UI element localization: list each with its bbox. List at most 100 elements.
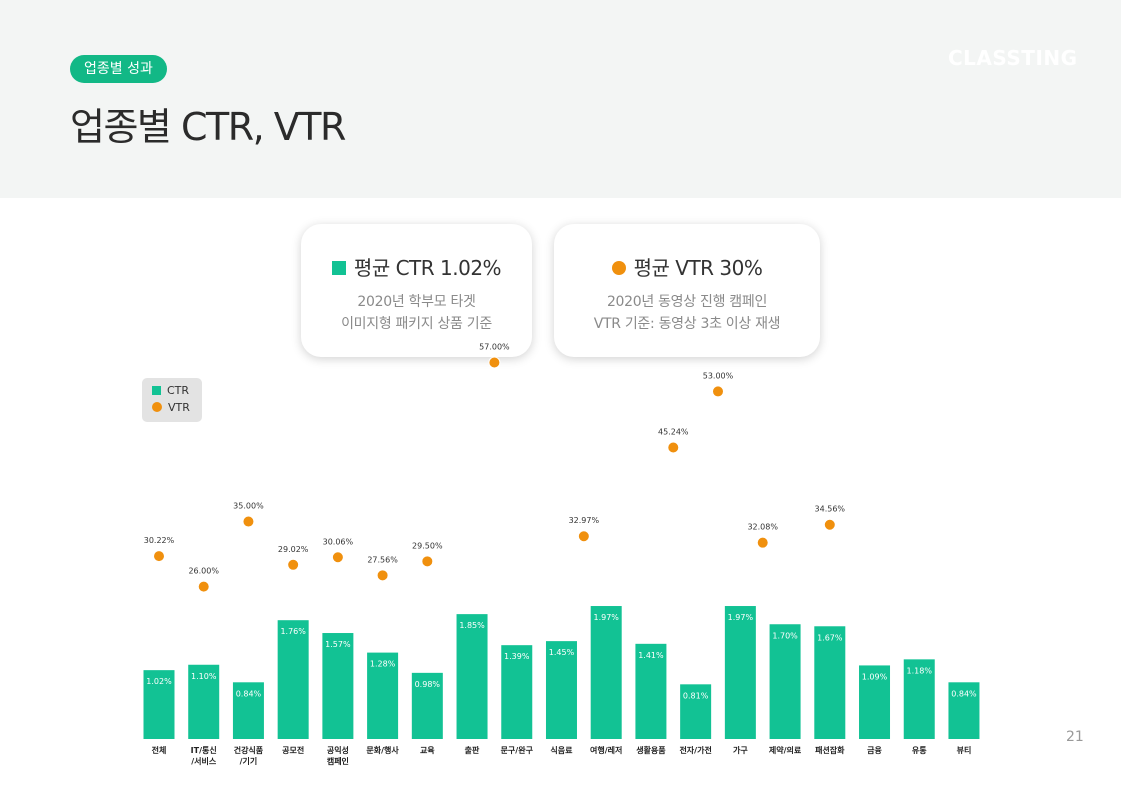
category-label: 여행/레저 — [590, 745, 622, 755]
vtr-value-label: 32.97% — [569, 516, 600, 525]
vtr-value-label: 30.22% — [144, 536, 175, 545]
vtr-value-label: 34.56% — [815, 505, 846, 514]
ctr-bar — [501, 645, 533, 739]
ctr-value-label: 1.28% — [370, 660, 396, 669]
vtr-value-label: 27.56% — [367, 555, 398, 564]
ctr-bar — [188, 664, 220, 739]
ctr-bar — [635, 643, 667, 739]
ctr-value-label: 0.81% — [683, 691, 709, 700]
ctr-value-label: 0.84% — [951, 689, 977, 698]
vtr-dot — [376, 569, 389, 582]
category-label: 교육 — [420, 745, 435, 755]
category-label: 식음료 — [550, 745, 573, 755]
ctr-bar — [948, 682, 980, 739]
category-label: /서비스 — [191, 756, 217, 766]
vtr-dot — [823, 518, 836, 531]
vtr-value-label: 45.24% — [658, 428, 689, 437]
category-label: 문화/행사 — [366, 745, 399, 755]
vtr-dot — [197, 580, 210, 593]
category-label: 건강식품 — [234, 745, 264, 755]
vtr-value-label: 30.06% — [323, 537, 354, 546]
category-label: 가구 — [733, 745, 748, 755]
avg-vtr-card: 평균 VTR 30% 2020년 동영상 진행 캠페인 VTR 기준: 동영상 … — [554, 224, 820, 357]
ctr-value-label: 1.97% — [728, 613, 754, 622]
ctr-value-label: 1.39% — [504, 652, 530, 661]
category-label: 제약/의료 — [769, 745, 802, 755]
category-label: 문구/완구 — [501, 745, 534, 755]
ctr-value-label: 1.18% — [907, 666, 933, 675]
category-label: 생활용품 — [636, 745, 666, 755]
vtr-value-label: 57.00% — [479, 342, 510, 351]
page-title: 업종별 CTR, VTR — [70, 105, 346, 149]
vtr-dot — [756, 536, 769, 549]
avg-ctr-note-2: 이미지형 패키지 상품 기준 — [341, 316, 492, 332]
category-label: 공모전 — [282, 745, 304, 755]
ctr-bar — [680, 684, 712, 739]
ctr-bar — [411, 672, 443, 739]
vtr-dot — [242, 515, 255, 528]
vtr-dot-icon — [152, 402, 162, 412]
category-label: 전체 — [152, 745, 167, 755]
ctr-value-label: 1.76% — [280, 627, 306, 636]
ctr-square-icon — [152, 386, 161, 395]
slide-header: 업종별 성과 업종별 CTR, VTR CLASSTING — [0, 0, 1121, 198]
ctr-bar — [456, 614, 488, 739]
category-label: 금융 — [867, 745, 882, 755]
classting-logo: CLASSTING — [948, 46, 1078, 70]
ctr-value-label: 0.98% — [415, 680, 441, 689]
vtr-dot — [667, 441, 680, 454]
category-label: 유통 — [912, 745, 927, 755]
category-label: 출판 — [465, 745, 480, 755]
vtr-value-label: 29.50% — [412, 541, 443, 550]
ctr-value-label: 1.57% — [325, 640, 351, 649]
vtr-dot — [577, 530, 590, 543]
chart-legend: CTR VTR — [142, 378, 202, 422]
ctr-value-label: 1.09% — [862, 672, 888, 681]
avg-vtr-title: 평균 VTR 30% — [633, 256, 763, 280]
ctr-value-label: 1.10% — [191, 672, 217, 681]
category-label: 공익성 — [327, 745, 349, 755]
ctr-bar — [814, 626, 846, 739]
category-label: IT/통신 — [191, 745, 217, 755]
ctr-square-icon — [331, 260, 346, 275]
ctr-bar — [724, 606, 756, 739]
avg-vtr-note-2: VTR 기준: 동영상 3초 이상 재생 — [593, 316, 781, 332]
legend-ctr-label: CTR — [167, 384, 190, 397]
ctr-bar — [545, 641, 577, 739]
vtr-value-label: 35.00% — [233, 502, 264, 511]
vtr-dot — [488, 356, 501, 369]
vtr-dot — [153, 550, 165, 563]
vtr-dot — [331, 551, 344, 564]
vtr-value-label: 26.00% — [188, 567, 219, 576]
ctr-bar — [859, 665, 891, 739]
category-label: 패션잡화 — [815, 745, 845, 755]
category-label: /기기 — [240, 756, 258, 766]
vtr-dot — [421, 555, 434, 568]
ctr-value-label: 0.84% — [236, 689, 262, 698]
ctr-bar — [590, 606, 622, 739]
ctr-bar — [367, 652, 399, 739]
avg-ctr-note-1: 2020년 학부모 타겟 — [357, 294, 476, 310]
category-label: 뷰티 — [957, 745, 972, 755]
vtr-dot — [287, 558, 300, 571]
avg-ctr-title: 평균 CTR 1.02% — [353, 256, 502, 280]
legend-item-ctr: CTR — [152, 384, 189, 398]
avg-ctr-card: 평균 CTR 1.02% 2020년 학부모 타겟 이미지형 패키지 상품 기준 — [301, 224, 532, 357]
ctr-bar — [143, 670, 175, 739]
ctr-bar — [232, 682, 264, 739]
vtr-value-label: 32.08% — [747, 523, 778, 532]
ctr-value-label: 1.41% — [638, 651, 664, 660]
category-label: 전자/가전 — [679, 745, 711, 755]
ctr-value-label: 1.67% — [817, 633, 843, 642]
ctr-value-label: 1.85% — [459, 621, 485, 630]
ctr-bar — [769, 624, 801, 739]
vtr-dot — [712, 385, 724, 398]
ctr-bar — [903, 659, 935, 739]
ctr-value-label: 1.70% — [772, 631, 798, 640]
ctr-bar — [322, 633, 354, 739]
legend-vtr-label: VTR — [168, 401, 190, 414]
vtr-dot-icon — [611, 260, 626, 275]
ctr-bar — [277, 620, 309, 739]
category-label: 캠페인 — [327, 756, 349, 766]
